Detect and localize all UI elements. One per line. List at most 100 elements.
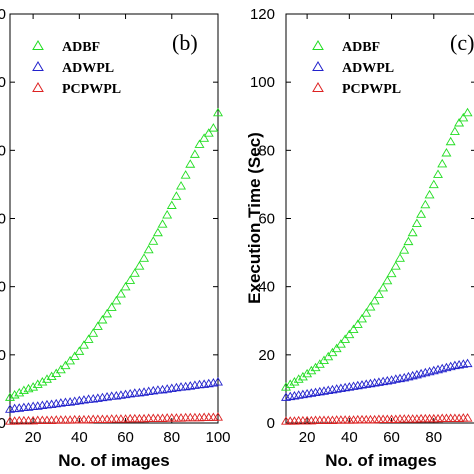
data-point <box>428 179 439 189</box>
data-point <box>213 377 223 386</box>
data-point <box>403 371 414 381</box>
data-point <box>441 147 452 157</box>
series-adbf <box>281 107 473 391</box>
data-point <box>441 413 452 422</box>
data-point <box>462 358 473 368</box>
panel-b-legend: ADBF ADWPL PCPWPL <box>32 40 121 97</box>
data-point <box>327 347 338 357</box>
legend-label-adbf: ADBF <box>342 40 380 55</box>
data-point <box>310 415 321 425</box>
data-point <box>199 133 210 142</box>
data-point <box>281 382 291 391</box>
data-point <box>433 364 443 374</box>
legend-label-adbf: ADBF <box>62 40 100 55</box>
data-point <box>445 413 456 422</box>
series-pcpwpl <box>5 412 223 425</box>
data-point <box>420 367 431 377</box>
series-adwpl <box>5 377 223 413</box>
panel-c-label: (c) <box>450 30 474 55</box>
data-point <box>32 379 43 388</box>
data-point <box>365 414 376 424</box>
legend-marker-pcpwpl <box>312 82 324 92</box>
data-point <box>78 340 89 349</box>
data-point <box>348 324 359 334</box>
data-point <box>462 107 473 117</box>
panel-b-x-axis-title: No. of images <box>58 451 169 470</box>
y-tick-label: 20 <box>0 347 6 364</box>
data-point <box>445 361 456 371</box>
data-point <box>458 413 469 422</box>
panel-c-marks <box>281 107 473 425</box>
data-point <box>454 117 465 127</box>
series-adbf <box>5 107 223 401</box>
y-tick-label: 40 <box>0 279 6 296</box>
panel-c-y-axis-title: Execution Time (Sec) <box>245 132 264 304</box>
data-point <box>171 191 182 200</box>
x-tick-label: 60 <box>383 429 400 446</box>
data-point <box>306 365 317 375</box>
data-point <box>433 169 443 178</box>
y-tick-label: 0 <box>0 415 6 432</box>
data-point <box>143 244 154 254</box>
data-point <box>386 375 397 384</box>
data-point <box>428 365 439 375</box>
data-point <box>331 343 342 353</box>
series-adwpl <box>281 358 473 401</box>
data-point <box>293 374 304 383</box>
data-point <box>41 374 52 383</box>
data-point <box>352 414 363 424</box>
data-point <box>5 392 15 401</box>
y-tick-label: 80 <box>258 142 275 159</box>
data-point <box>424 189 435 199</box>
data-point <box>111 295 122 305</box>
data-point <box>180 170 191 179</box>
x-tick-label: 80 <box>163 429 180 446</box>
data-point <box>420 199 431 209</box>
data-point <box>120 281 131 291</box>
data-point <box>152 227 163 237</box>
data-point <box>23 383 34 393</box>
data-point <box>411 218 422 228</box>
data-point <box>420 413 431 423</box>
data-point <box>129 268 140 277</box>
data-point <box>60 360 71 370</box>
data-point <box>416 209 427 218</box>
data-point <box>390 261 401 270</box>
panel-c-x-axis-title: No. of images <box>325 451 436 470</box>
data-point <box>382 275 393 285</box>
data-point <box>102 308 113 318</box>
data-point <box>319 415 329 425</box>
data-point <box>403 414 414 423</box>
data-point <box>302 368 313 378</box>
legend-marker-adbf <box>312 40 324 50</box>
data-point <box>208 123 219 132</box>
y-tick-label: 100 <box>250 74 275 91</box>
legend-marker-adwpl <box>32 61 44 71</box>
data-point <box>335 339 346 348</box>
data-point <box>189 149 200 158</box>
data-point <box>46 371 57 381</box>
panel-c-ticks: 20 40 60 80 0 20 40 60 80 100 120 <box>250 6 474 446</box>
legend-label-pcpwpl: PCPWPL <box>62 82 121 97</box>
data-point <box>424 366 435 376</box>
data-point <box>407 370 418 380</box>
data-point <box>297 371 308 381</box>
data-point <box>411 369 422 379</box>
data-point <box>37 377 48 386</box>
data-point <box>361 414 372 424</box>
data-point <box>403 236 414 246</box>
data-point <box>88 328 99 337</box>
data-point <box>28 382 39 391</box>
data-point <box>369 295 380 305</box>
y-tick-label: 0 <box>267 415 275 432</box>
y-tick-label: 60 <box>258 211 275 228</box>
data-point <box>314 415 325 425</box>
data-point <box>395 414 405 423</box>
y-tick-label: 40 <box>258 279 275 296</box>
data-point <box>373 414 384 423</box>
data-point <box>437 158 448 168</box>
data-point <box>399 245 410 254</box>
data-point <box>92 321 103 330</box>
x-tick-label: 80 <box>425 429 442 446</box>
x-tick-label: 20 <box>25 429 42 446</box>
